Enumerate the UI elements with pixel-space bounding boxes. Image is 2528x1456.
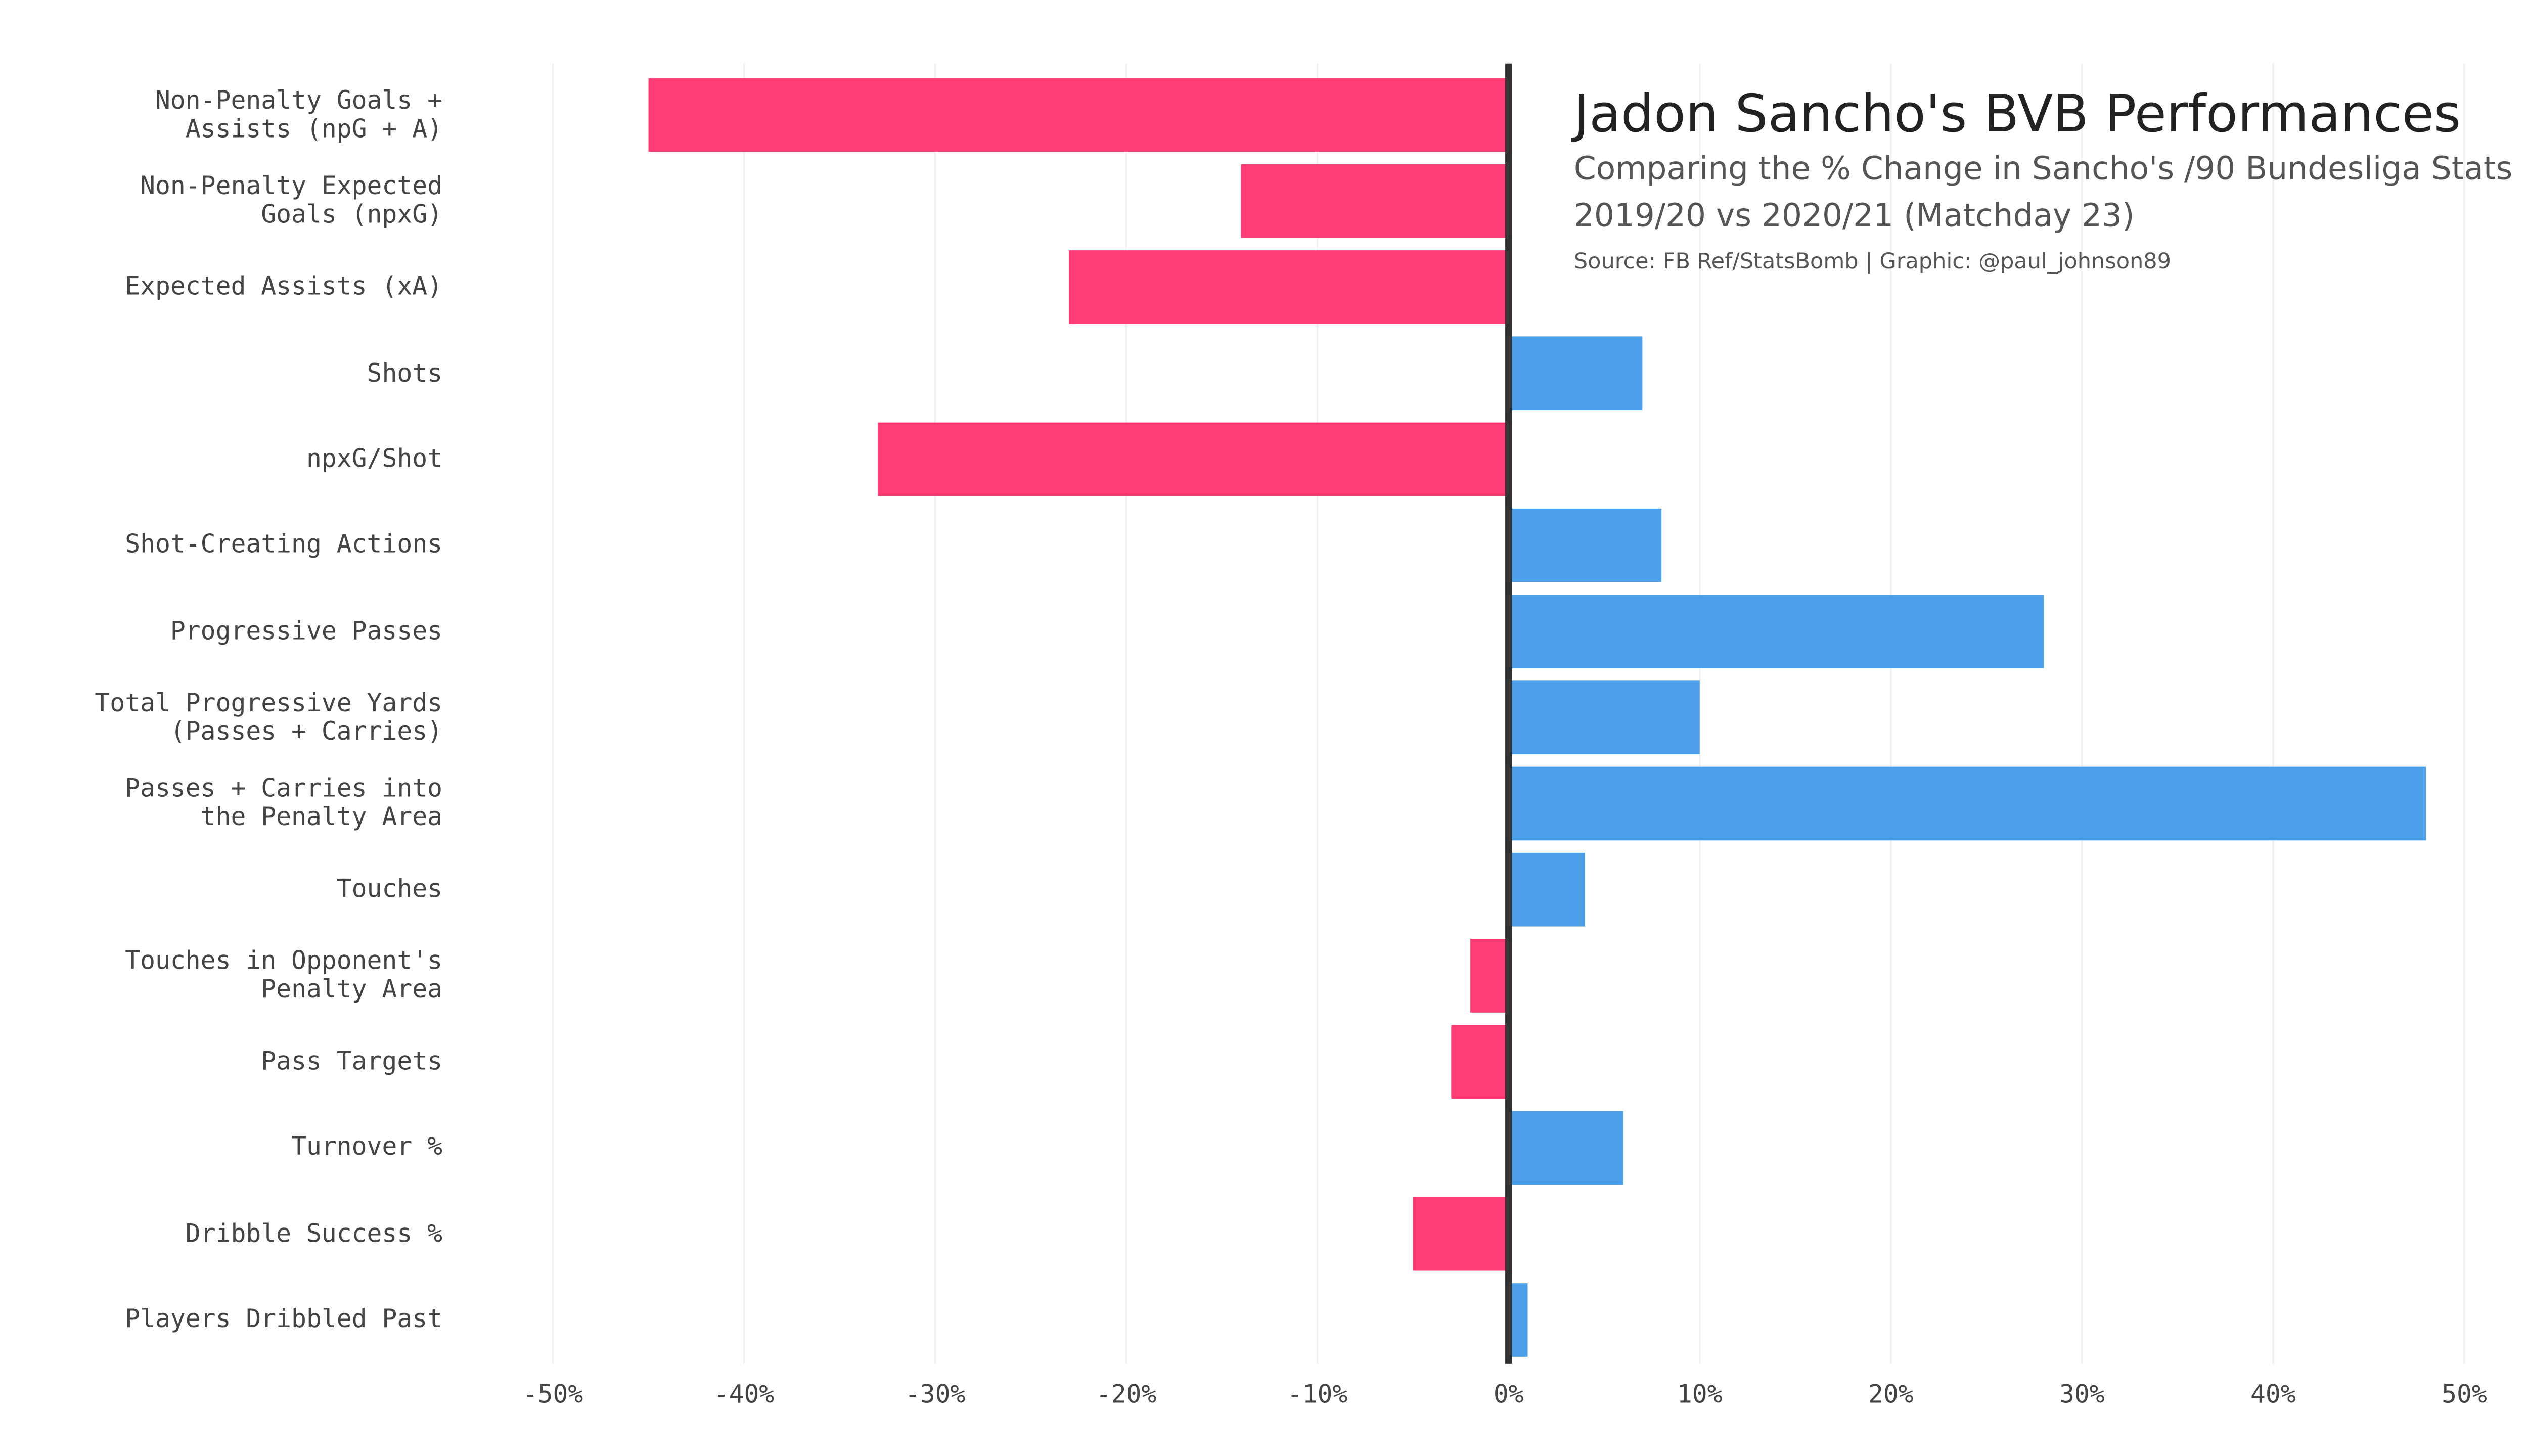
bar (1508, 595, 2044, 668)
labels: -50% -40% -30% -20% -10% 0% 10% 20% 30% 40% 50% Non… (95, 84, 2487, 1408)
bar (1508, 766, 2426, 841)
y-tick-label: Turnover % (291, 1132, 443, 1162)
y-tick-label: Non-Penalty Expected Goals (npxG) (140, 171, 443, 230)
y-label-box: Touches (336, 874, 443, 904)
grid (552, 63, 2465, 1364)
y-tick-label: Shots (367, 357, 443, 388)
y-tick-label: Dribble Success % (185, 1218, 443, 1248)
y-tick-label: Non-Penalty Goals + Assists (npG + A) (155, 84, 443, 144)
bar (1069, 250, 1509, 324)
chart-subtitle: 2019/20 vs 2020/21 (Matchday 23) (1574, 197, 2135, 234)
bar (878, 422, 1509, 496)
x-tick-label: -20% (1096, 1379, 1157, 1408)
x-tick-label: 50% (2442, 1379, 2487, 1408)
y-label-box: Players Dribbled Past (125, 1304, 443, 1335)
bar (1241, 164, 1509, 238)
x-tick-label: -40% (714, 1379, 775, 1408)
x-tick-label: 40% (2250, 1379, 2296, 1408)
x-tick-label: 30% (2059, 1379, 2105, 1408)
bar (648, 78, 1509, 152)
x-tick-label: 10% (1677, 1379, 1723, 1408)
y-label-box: Total Progressive Yards (Passes + Carrie… (95, 687, 443, 746)
y-tick-label: npxG/Shot (306, 443, 443, 474)
y-label-box: Turnover % (291, 1132, 443, 1162)
y-label-box: Touches in Opponent's Penalty Area (125, 945, 443, 1005)
y-tick-label: Shot-Creating Actions (125, 529, 443, 560)
y-tick-label: Pass Targets (261, 1045, 443, 1076)
bar (1508, 508, 1662, 582)
y-label-box: Non-Penalty Expected Goals (npxG) (140, 171, 443, 230)
y-label-box: Expected Assists (xA) (125, 271, 443, 302)
y-tick-label: Expected Assists (xA) (125, 271, 443, 302)
y-label-box: Progressive Passes (170, 615, 443, 646)
y-tick-label: Total Progressive Yards (Passes + Carrie… (95, 687, 443, 746)
bar (1508, 680, 1700, 755)
bar (1508, 336, 1643, 411)
y-label-box: Non-Penalty Goals + Assists (npG + A) (155, 84, 443, 144)
x-tick-label: -50% (523, 1379, 583, 1408)
y-label-box: Pass Targets (261, 1045, 443, 1076)
bar (1413, 1197, 1509, 1271)
bar (1508, 852, 1585, 927)
chart-subtitle: Comparing the % Change in Sancho's /90 B… (1574, 150, 2512, 187)
chart-source: Source: FB Ref/StatsBomb | Graphic: @pau… (1574, 249, 2171, 274)
y-tick-label: Progressive Passes (170, 615, 443, 646)
y-label-box: npxG/Shot (306, 443, 443, 474)
bar (1508, 1111, 1623, 1185)
x-tick-label: 20% (1868, 1379, 1914, 1408)
y-label-box: Shot-Creating Actions (125, 529, 443, 560)
x-tick-label: -10% (1287, 1379, 1348, 1408)
bar (1470, 939, 1509, 1013)
y-label-box: Dribble Success % (185, 1218, 443, 1248)
x-tick-label: 0% (1494, 1379, 1524, 1408)
y-tick-label: Players Dribbled Past (125, 1304, 443, 1335)
chart-title: Jadon Sancho's BVB Performances (1571, 84, 2461, 144)
y-label-box: Shots (367, 357, 443, 388)
y-label-box: Passes + Carries into the Penalty Area (125, 773, 443, 832)
y-tick-label: Touches (336, 874, 443, 904)
bars (648, 78, 2426, 1357)
bar (1451, 1025, 1509, 1099)
x-tick-label: -30% (905, 1379, 966, 1408)
y-tick-label: Touches in Opponent's Penalty Area (125, 945, 443, 1005)
y-tick-label: Passes + Carries into the Penalty Area (125, 773, 443, 832)
